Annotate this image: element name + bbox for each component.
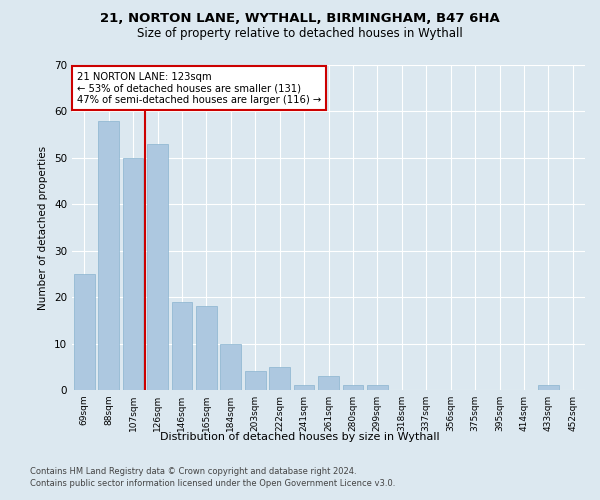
Bar <box>122 158 143 390</box>
Text: 21, NORTON LANE, WYTHALL, BIRMINGHAM, B47 6HA: 21, NORTON LANE, WYTHALL, BIRMINGHAM, B4… <box>100 12 500 26</box>
Bar <box>98 120 119 390</box>
Bar <box>172 302 193 390</box>
Text: 21 NORTON LANE: 123sqm
← 53% of detached houses are smaller (131)
47% of semi-de: 21 NORTON LANE: 123sqm ← 53% of detached… <box>77 72 322 104</box>
Y-axis label: Number of detached properties: Number of detached properties <box>38 146 49 310</box>
Bar <box>293 386 314 390</box>
Text: Size of property relative to detached houses in Wythall: Size of property relative to detached ho… <box>137 28 463 40</box>
Bar <box>538 386 559 390</box>
Bar <box>74 274 95 390</box>
Bar <box>269 367 290 390</box>
Text: Contains public sector information licensed under the Open Government Licence v3: Contains public sector information licen… <box>30 479 395 488</box>
Bar <box>196 306 217 390</box>
Bar <box>147 144 168 390</box>
Bar <box>318 376 339 390</box>
Bar <box>343 386 364 390</box>
Bar <box>220 344 241 390</box>
Bar <box>367 386 388 390</box>
Text: Contains HM Land Registry data © Crown copyright and database right 2024.: Contains HM Land Registry data © Crown c… <box>30 468 356 476</box>
Bar <box>245 372 266 390</box>
Text: Distribution of detached houses by size in Wythall: Distribution of detached houses by size … <box>160 432 440 442</box>
